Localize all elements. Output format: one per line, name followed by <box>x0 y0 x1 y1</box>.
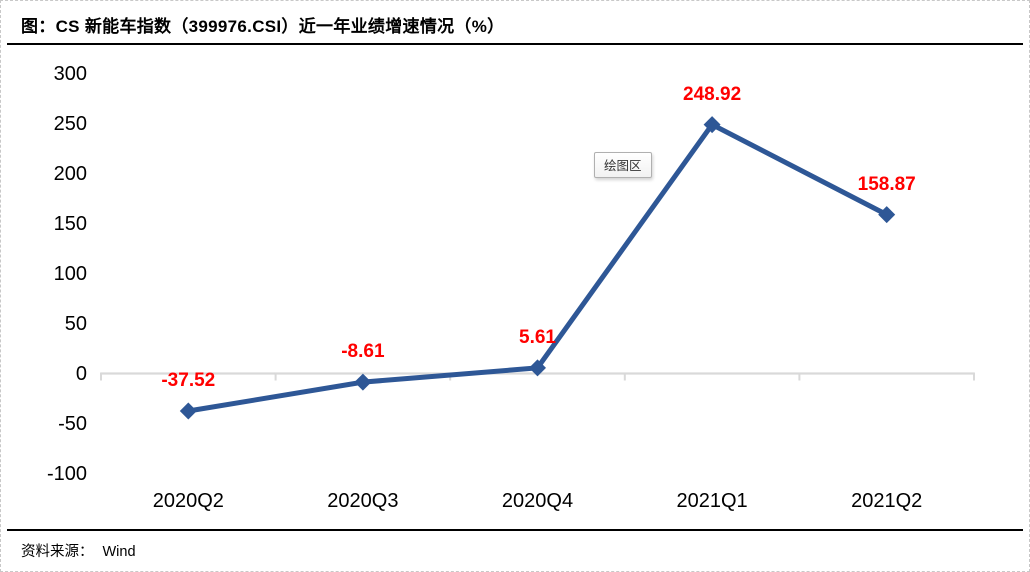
diamond-marker <box>354 373 372 391</box>
footer-divider <box>7 529 1023 531</box>
chart-plot-area[interactable]: 300 250 200 150 100 50 0 -50 -100 2020Q2 2020Q3 202… <box>1 44 1029 527</box>
source-label: 资料来源： <box>21 544 94 560</box>
source-value: Wind <box>102 544 136 560</box>
diamond-marker <box>529 359 546 377</box>
diamond-marker <box>878 206 896 224</box>
figure-title: 图：CS 新能车指数（399976.CSI）近一年业绩增速情况（%） <box>21 17 505 36</box>
plot-area-tooltip: 绘图区 <box>594 152 652 178</box>
diamond-marker <box>703 116 721 134</box>
diamond-marker <box>179 402 197 420</box>
source-note: 资料来源： Wind <box>21 540 136 561</box>
line-chart-svg <box>100 116 975 420</box>
title-divider <box>7 43 1023 45</box>
